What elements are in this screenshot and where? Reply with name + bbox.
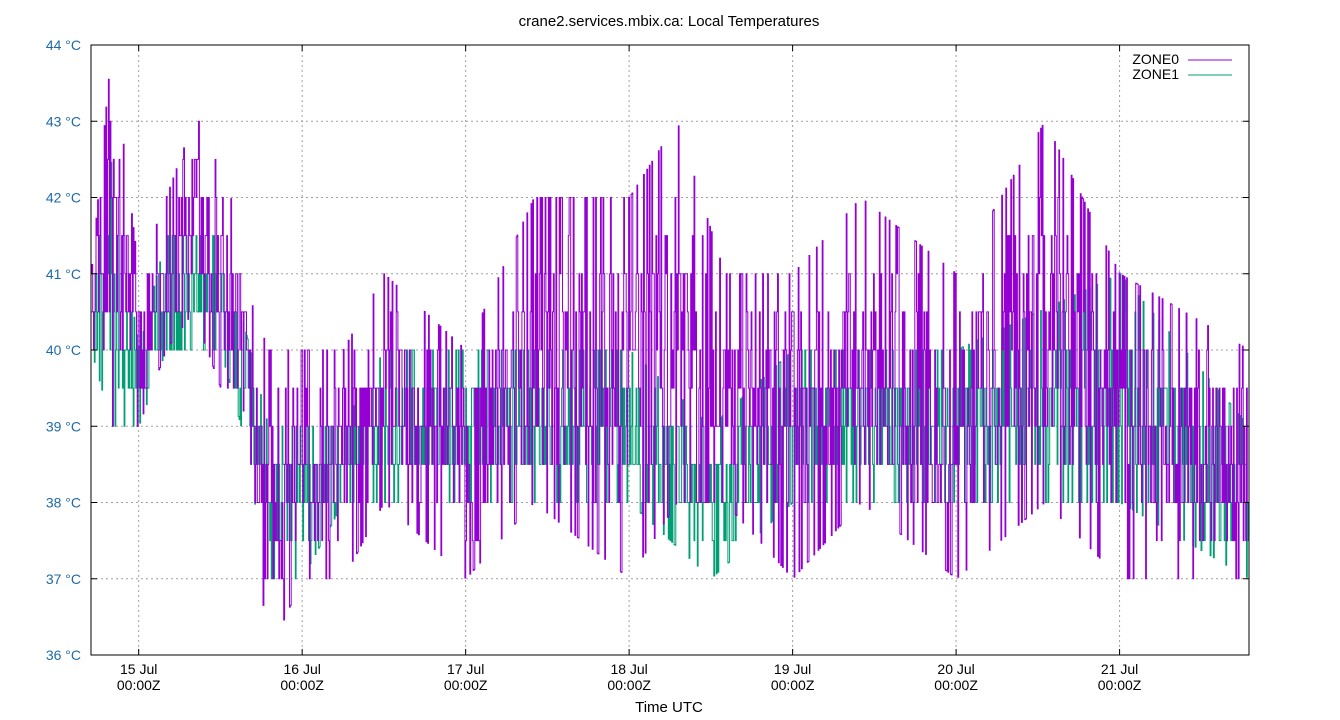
y-tick-label: 40 °C (46, 342, 81, 358)
y-tick-label: 44 °C (46, 37, 81, 53)
x-tick-day: 18 Jul (610, 661, 647, 677)
x-tick-day: 21 Jul (1101, 661, 1138, 677)
legend-label-zone1: ZONE1 (1132, 66, 1179, 82)
y-tick-label: 36 °C (46, 647, 81, 663)
y-tick-label: 42 °C (46, 190, 81, 206)
x-tick-day: 17 Jul (447, 661, 484, 677)
y-tick-label: 43 °C (46, 113, 81, 129)
y-tick-label: 38 °C (46, 495, 81, 511)
y-tick-label: 39 °C (46, 418, 81, 434)
x-tick-time: 00:00Z (444, 677, 488, 693)
x-tick-time: 00:00Z (934, 677, 978, 693)
y-axis: 36 °C 37 °C 38 °C 39 °C 40 °C 41 °C 42 °C 43 °C… (46, 37, 1249, 663)
series-line-zone0 (91, 78, 1250, 621)
x-tick-time: 00:00Z (607, 677, 651, 693)
legend-label-zone0: ZONE0 (1132, 51, 1179, 67)
chart-title: crane2.services.mbix.ca: Local Temperatu… (519, 13, 820, 30)
x-tick-day: 19 Jul (774, 661, 811, 677)
x-tick-time: 00:00Z (771, 677, 815, 693)
x-tick-time: 00:00Z (117, 677, 161, 693)
x-tick-time: 00:00Z (1098, 677, 1142, 693)
series-area (91, 78, 1250, 621)
x-tick-day: 20 Jul (937, 661, 974, 677)
x-axis-label: Time UTC (635, 699, 703, 716)
series-line-zone1 (91, 162, 1250, 580)
x-tick-time: 00:00Z (280, 677, 324, 693)
y-tick-label: 37 °C (46, 571, 81, 587)
x-tick-day: 15 Jul (120, 661, 157, 677)
x-tick-day: 16 Jul (283, 661, 320, 677)
y-tick-label: 41 °C (46, 266, 81, 282)
